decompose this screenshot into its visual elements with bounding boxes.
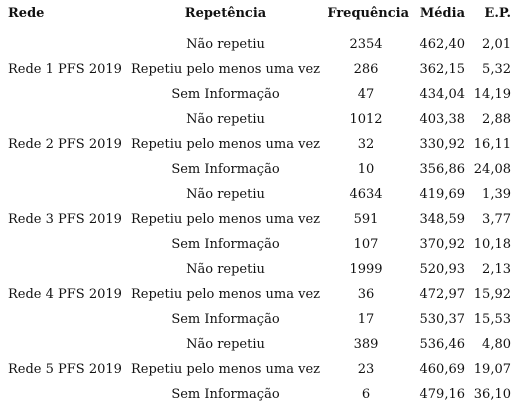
cell-rede <box>0 182 128 207</box>
cell-rede <box>0 82 128 107</box>
table-row: Rede 2 PFS 2019 Repetiu pelo menos uma ve… <box>0 132 511 157</box>
cell-repetencia: Não repetiu <box>186 112 265 127</box>
cell-repetencia: Repetiu pelo menos uma vez <box>130 287 320 302</box>
cell-frequencia: 36 <box>357 287 375 302</box>
cell-rede: Rede 1 PFS 2019 <box>8 62 122 77</box>
table-row: Não repetiu 2354 462,40 2,01 <box>0 32 511 57</box>
table-row: Sem Informação 6 479,16 36,10 <box>0 382 511 407</box>
cell-repetencia: Não repetiu <box>186 262 265 277</box>
table-row: Rede 5 PFS 2019 Repetiu pelo menos uma ve… <box>0 357 511 382</box>
table-row: Rede 3 PFS 2019 Repetiu pelo menos uma ve… <box>0 207 511 232</box>
cell-repetencia: Sem Informação <box>171 312 280 327</box>
cell-frequencia: 389 <box>353 337 379 352</box>
header-row: Rede Repetência Frequência Média E.P. <box>0 4 511 32</box>
cell-media: 356,86 <box>419 162 466 177</box>
cell-ep: 19,07 <box>473 362 511 377</box>
table-row: Não repetiu 1012 403,38 2,88 <box>0 107 511 132</box>
cell-media: 348,59 <box>419 212 466 227</box>
cell-frequencia: 591 <box>353 212 379 227</box>
cell-media: 460,69 <box>419 362 466 377</box>
cell-rede <box>0 157 128 182</box>
cell-ep: 2,88 <box>482 112 511 127</box>
table-row: Rede 4 PFS 2019 Repetiu pelo menos uma ve… <box>0 282 511 307</box>
cell-repetencia: Não repetiu <box>186 37 265 52</box>
cell-frequencia: 10 <box>357 162 375 177</box>
cell-frequencia: 23 <box>357 362 375 377</box>
header-frequencia: Frequência <box>327 6 409 21</box>
cell-rede <box>0 232 128 257</box>
cell-repetencia: Não repetiu <box>186 187 265 202</box>
header-repetencia: Repetência <box>184 6 267 21</box>
table-row: Sem Informação 10 356,86 24,08 <box>0 157 511 182</box>
cell-rede <box>0 32 128 57</box>
cell-ep: 16,11 <box>473 137 511 152</box>
cell-repetencia: Sem Informação <box>171 87 280 102</box>
cell-rede: Rede 2 PFS 2019 <box>8 137 122 152</box>
cell-repetencia: Não repetiu <box>186 337 265 352</box>
cell-rede: Rede 4 PFS 2019 <box>8 287 122 302</box>
cell-rede <box>0 107 128 132</box>
cell-ep: 5,32 <box>482 62 511 77</box>
cell-media: 536,46 <box>419 337 466 352</box>
cell-media: 520,93 <box>419 262 466 277</box>
table-row: Sem Informação 47 434,04 14,19 <box>0 82 511 107</box>
cell-media: 434,04 <box>419 87 466 102</box>
header-rede: Rede <box>8 6 45 21</box>
cell-repetencia: Repetiu pelo menos uma vez <box>130 137 320 152</box>
table-row: Não repetiu 389 536,46 4,80 <box>0 332 511 357</box>
cell-frequencia: 47 <box>357 87 375 102</box>
cell-ep: 3,77 <box>482 212 511 227</box>
cell-ep: 2,13 <box>482 262 511 277</box>
cell-frequencia: 17 <box>357 312 375 327</box>
cell-frequencia: 6 <box>361 387 371 402</box>
cell-ep: 4,80 <box>482 337 511 352</box>
cell-media: 462,40 <box>419 37 466 52</box>
cell-repetencia: Sem Informação <box>171 162 280 177</box>
cell-frequencia: 1012 <box>349 112 383 127</box>
table-row: Sem Informação 107 370,92 10,18 <box>0 232 511 257</box>
cell-ep: 1,39 <box>482 187 511 202</box>
cell-ep: 15,92 <box>473 287 511 302</box>
header-media: Média <box>419 6 465 21</box>
cell-frequencia: 32 <box>357 137 375 152</box>
cell-rede <box>0 307 128 332</box>
header-ep: E.P. <box>484 6 511 21</box>
cell-rede <box>0 382 128 407</box>
table-row: Sem Informação 17 530,37 15,53 <box>0 307 511 332</box>
cell-media: 479,16 <box>419 387 466 402</box>
cell-media: 472,97 <box>419 287 466 302</box>
cell-media: 330,92 <box>419 137 466 152</box>
cell-media: 362,15 <box>419 62 466 77</box>
cell-rede <box>0 257 128 282</box>
table-row: Não repetiu 1999 520,93 2,13 <box>0 257 511 282</box>
cell-repetencia: Sem Informação <box>171 387 280 402</box>
cell-media: 403,38 <box>419 112 466 127</box>
cell-frequencia: 107 <box>353 237 379 252</box>
cell-rede: Rede 5 PFS 2019 <box>8 362 122 377</box>
cell-ep: 2,01 <box>482 37 511 52</box>
cell-ep: 15,53 <box>473 312 511 327</box>
cell-frequencia: 286 <box>353 62 379 77</box>
cell-ep: 10,18 <box>473 237 511 252</box>
table-body: Não repetiu 2354 462,40 2,01 Rede 1 PFS 2019… <box>0 32 511 407</box>
cell-media: 419,69 <box>419 187 466 202</box>
cell-rede: Rede 3 PFS 2019 <box>8 212 122 227</box>
cell-media: 370,92 <box>419 237 466 252</box>
cell-rede <box>0 332 128 357</box>
cell-ep: 24,08 <box>473 162 511 177</box>
cell-repetencia: Repetiu pelo menos uma vez <box>130 62 320 77</box>
cell-media: 530,37 <box>419 312 466 327</box>
cell-frequencia: 4634 <box>349 187 383 202</box>
cell-repetencia: Repetiu pelo menos uma vez <box>130 212 320 227</box>
cell-repetencia: Repetiu pelo menos uma vez <box>130 362 320 377</box>
cell-ep: 36,10 <box>473 387 511 402</box>
cell-frequencia: 2354 <box>349 37 383 52</box>
results-table: Rede Repetência Frequência Média E.P. Nã… <box>0 4 511 407</box>
cell-ep: 14,19 <box>473 87 511 102</box>
cell-frequencia: 1999 <box>349 262 383 277</box>
cell-repetencia: Sem Informação <box>171 237 280 252</box>
table-row: Não repetiu 4634 419,69 1,39 <box>0 182 511 207</box>
table-row: Rede 1 PFS 2019 Repetiu pelo menos uma ve… <box>0 57 511 82</box>
